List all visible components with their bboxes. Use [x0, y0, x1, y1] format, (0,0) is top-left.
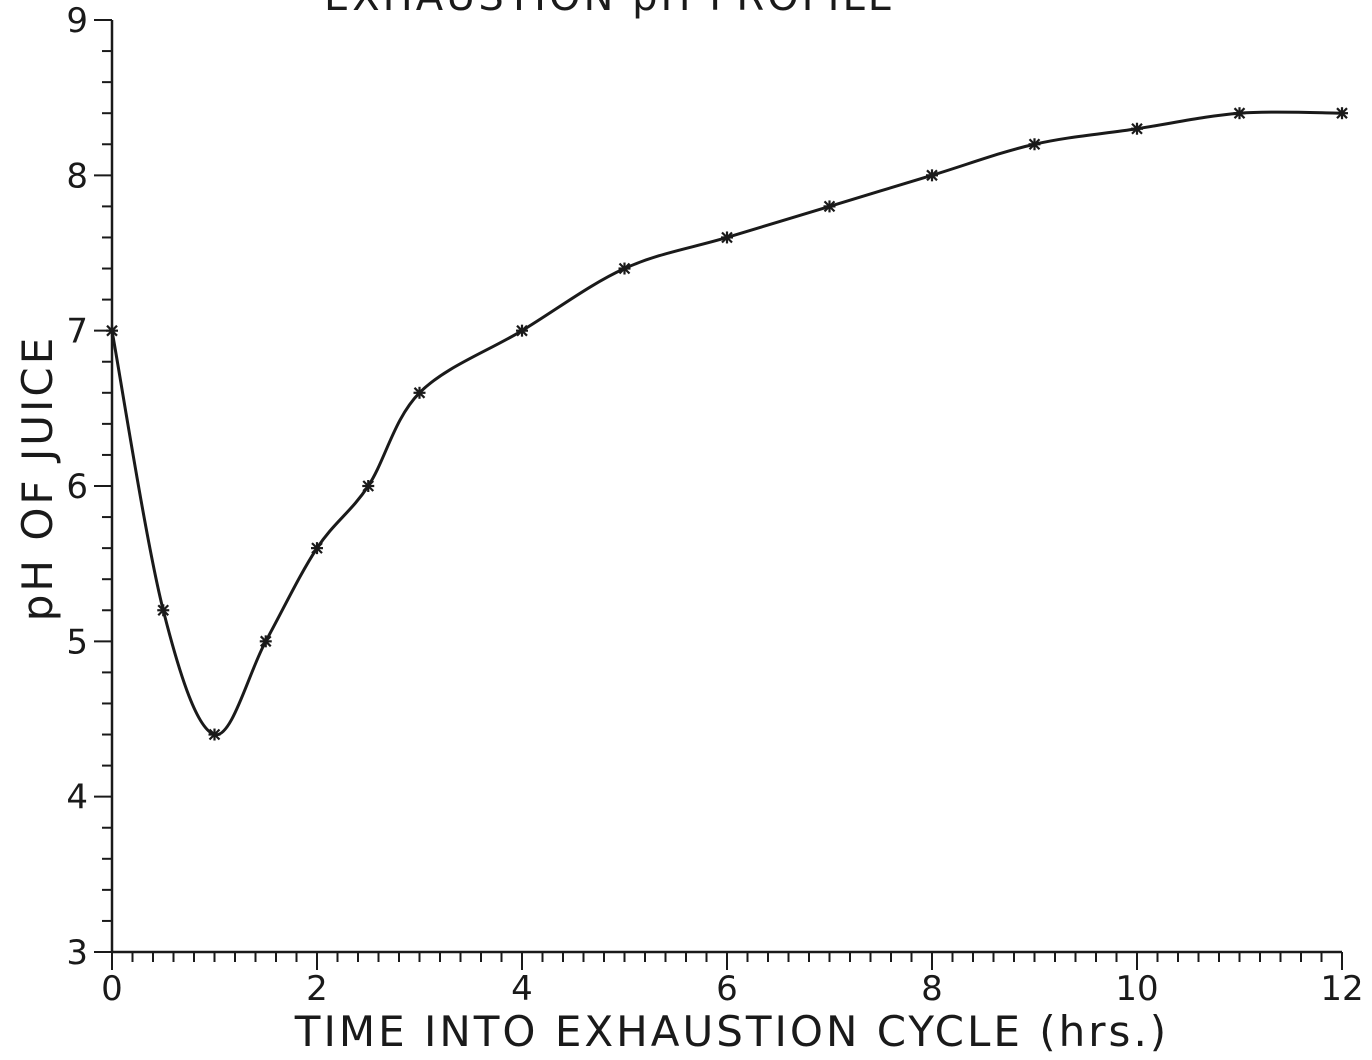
data-point [413, 386, 426, 399]
data-point [1233, 107, 1246, 120]
y-axis-title: pH OF JUICE [13, 335, 62, 622]
x-axis-title: TIME INTO EXHAUSTION CYCLE (hrs.) [294, 1007, 1169, 1056]
y-tick-label: 4 [66, 778, 88, 818]
data-point [516, 324, 528, 337]
data-point [1336, 107, 1348, 120]
data-point [311, 542, 323, 555]
y-tick-label: 6 [66, 467, 88, 507]
data-point [259, 635, 272, 648]
data-point [157, 604, 170, 617]
x-tick-label: 8 [921, 969, 943, 1009]
markers [106, 107, 1348, 741]
data-point [618, 262, 631, 275]
axes [110, 20, 1342, 954]
data-point [362, 480, 375, 492]
y-tick-label: 5 [66, 622, 88, 662]
data-point [208, 728, 221, 741]
x-tick-label: 12 [1320, 969, 1363, 1009]
data-point [1131, 122, 1143, 135]
x-tick-label: 4 [511, 969, 533, 1009]
x-tick-label: 6 [716, 969, 738, 1009]
y-tick-label: 9 [66, 1, 88, 41]
series-line [110, 110, 1343, 737]
data-point [1028, 138, 1041, 151]
data-point [721, 231, 733, 244]
y-tick-label: 8 [66, 156, 88, 196]
data-point [926, 169, 938, 182]
data-point [823, 200, 836, 213]
x-tick-label: 0 [101, 969, 123, 1009]
tick-labels: 3 4 5 6 7 8 9 0 2 4 6 8 10 12 [66, 1, 1363, 1009]
series-group [110, 110, 1343, 737]
y-tick-label: 3 [66, 933, 88, 973]
y-tick-label: 7 [66, 312, 88, 352]
x-tick-label: 10 [1115, 969, 1158, 1009]
ticks [94, 19, 1343, 970]
data-point [106, 324, 118, 337]
chart-title: EXHAUSTION pH PROFILE [324, 0, 896, 20]
x-tick-label: 2 [306, 969, 328, 1009]
